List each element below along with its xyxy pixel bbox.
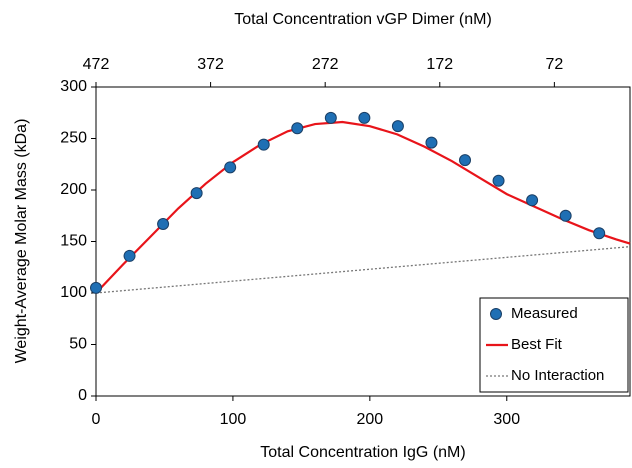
data-point — [425, 136, 438, 149]
y-tick-label: 250 — [60, 130, 87, 147]
data-point — [324, 111, 337, 124]
x-axis-title: Total Concentration IgG (nM) — [260, 444, 465, 461]
x-tick-label: 300 — [493, 411, 520, 428]
legend-label: No Interaction — [511, 367, 604, 384]
legend-label: Measured — [511, 305, 578, 322]
y-tick-label: 150 — [60, 233, 87, 250]
y-tick-label: 100 — [60, 284, 87, 301]
data-point — [358, 111, 371, 124]
data-point — [526, 194, 539, 207]
data-point — [90, 281, 102, 294]
y-tick-label: 50 — [69, 336, 87, 353]
series-line — [95, 246, 631, 294]
series-line — [95, 120, 631, 294]
data-point — [123, 249, 136, 262]
data-point — [224, 161, 237, 174]
legend-marker — [490, 308, 502, 320]
data-point — [459, 154, 472, 167]
legend: Measured Best Fit No Interaction — [479, 297, 629, 393]
data-point — [157, 217, 170, 230]
x-tick-label: 200 — [356, 411, 383, 428]
x2-tick-label: 172 — [426, 56, 453, 73]
data-point — [190, 187, 203, 200]
y-tick-label: 0 — [78, 387, 87, 404]
x-tick-label: 100 — [220, 411, 247, 428]
data-point — [291, 122, 304, 135]
y-tick-label: 200 — [60, 181, 87, 198]
x2-axis-title: Total Concentration vGP Dimer (nM) — [234, 11, 492, 28]
x2-tick-label: 472 — [83, 56, 110, 73]
y-axis-title: Weight-Average Molar Mass (kDa) — [13, 119, 30, 364]
data-point — [492, 174, 505, 187]
data-point — [257, 138, 270, 151]
data-point — [391, 120, 404, 133]
data-point — [593, 227, 606, 240]
x-tick-label: 0 — [92, 411, 101, 428]
data-point — [559, 209, 572, 222]
x2-tick-label: 372 — [197, 56, 224, 73]
legend-label: Best Fit — [511, 336, 563, 353]
y-tick-label: 300 — [60, 78, 87, 95]
x2-tick-label: 72 — [545, 56, 563, 73]
x2-tick-label: 272 — [312, 56, 339, 73]
